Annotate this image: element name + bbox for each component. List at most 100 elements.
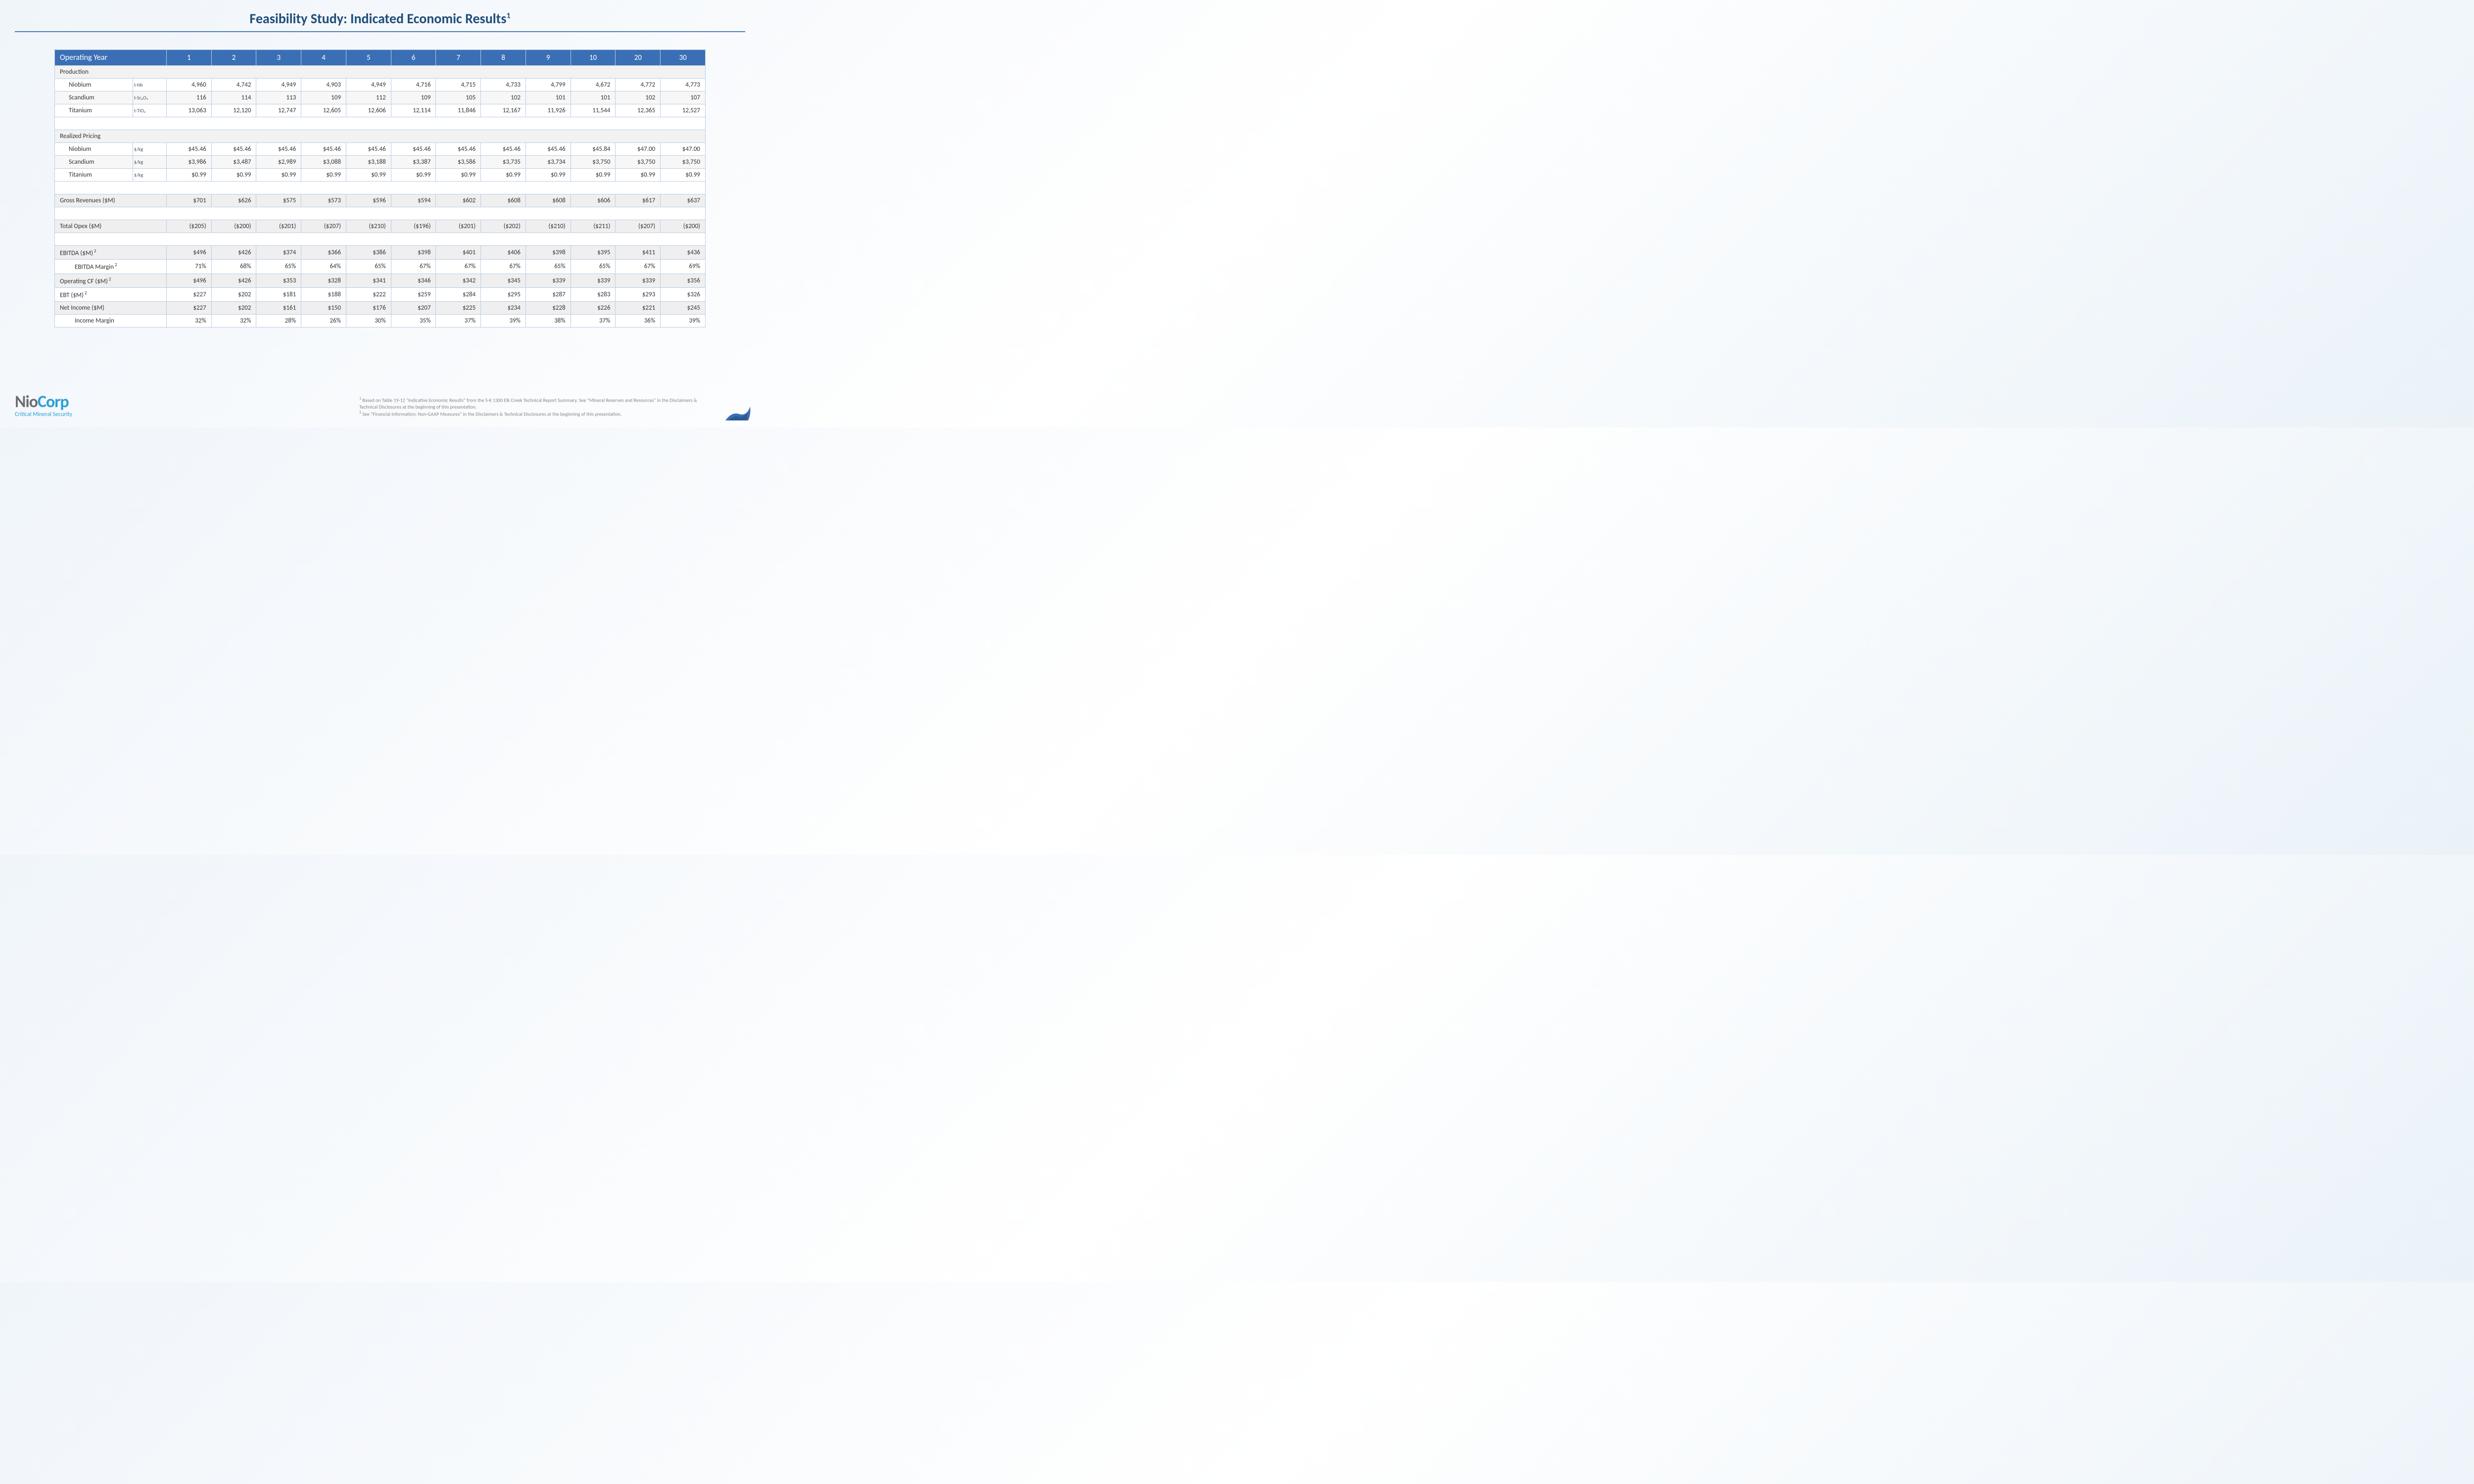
row-unit: $/kg xyxy=(133,156,166,169)
cell-value: 105 xyxy=(436,92,481,104)
cell-value: $181 xyxy=(256,287,301,301)
cell-value: $326 xyxy=(661,287,706,301)
section-row: Production xyxy=(55,66,706,79)
cell-value: $339 xyxy=(571,274,616,287)
year-header: 2 xyxy=(211,50,256,66)
row-label: EBT ($M) 2 xyxy=(55,287,167,301)
cell-value: $341 xyxy=(346,274,391,287)
cell-value: $225 xyxy=(436,302,481,315)
cell-value: $342 xyxy=(436,274,481,287)
cell-value: $401 xyxy=(436,246,481,260)
cell-value: $406 xyxy=(481,246,526,260)
cell-value: 32% xyxy=(166,315,211,327)
cell-value: $356 xyxy=(661,274,706,287)
cell-value: $227 xyxy=(166,302,211,315)
cell-value: $287 xyxy=(525,287,571,301)
row-label: Operating CF ($M) 2 xyxy=(55,274,167,287)
cell-value: $608 xyxy=(525,194,571,207)
economics-table-wrap: Operating Year123456789102030 Production… xyxy=(54,49,706,327)
cell-value: $0.99 xyxy=(301,169,346,182)
year-header: 9 xyxy=(525,50,571,66)
cell-value: $426 xyxy=(211,274,256,287)
cell-value: $328 xyxy=(301,274,346,287)
cell-value: 12,527 xyxy=(661,104,706,117)
cell-value: ($202) xyxy=(481,220,526,233)
cell-value: $0.99 xyxy=(571,169,616,182)
cell-value: 35% xyxy=(391,315,436,327)
table-row: Titanium$/kg$0.99$0.99$0.99$0.99$0.99$0.… xyxy=(55,169,706,182)
cell-value: $339 xyxy=(525,274,571,287)
cell-value: 12,167 xyxy=(481,104,526,117)
cell-value: $353 xyxy=(256,274,301,287)
cell-value: $606 xyxy=(571,194,616,207)
cell-value: $386 xyxy=(346,246,391,260)
row-unit: t-TiO₂ xyxy=(133,104,166,117)
cell-value: 12,114 xyxy=(391,104,436,117)
table-body: ProductionNiobiumt-Nb4,9604,7424,9494,90… xyxy=(55,66,706,327)
cell-value: $0.99 xyxy=(256,169,301,182)
row-label: Net Income ($M) xyxy=(55,302,167,315)
cell-value: 67% xyxy=(391,260,436,274)
title-rule xyxy=(15,31,745,32)
cell-value: $3,750 xyxy=(571,156,616,169)
cell-value: 116 xyxy=(166,92,211,104)
table-row: Income Margin32%32%28%26%30%35%37%39%38%… xyxy=(55,315,706,327)
cell-value: $3,188 xyxy=(346,156,391,169)
cell-value: $3,734 xyxy=(525,156,571,169)
cell-value: 113 xyxy=(256,92,301,104)
row-label: Income Margin xyxy=(55,315,167,327)
cell-value: 114 xyxy=(211,92,256,104)
cell-value: $45.46 xyxy=(391,143,436,156)
cell-value: $0.99 xyxy=(346,169,391,182)
cell-value: 13,063 xyxy=(166,104,211,117)
row-unit: t-Sc₂O₃ xyxy=(133,92,166,104)
cell-value: $346 xyxy=(391,274,436,287)
row-unit: $/kg xyxy=(133,143,166,156)
cell-value: $227 xyxy=(166,287,211,301)
logo-part1: Nio xyxy=(15,392,38,412)
cell-value: ($210) xyxy=(525,220,571,233)
cell-value: 71% xyxy=(166,260,211,274)
table-row: Scandiumt-Sc₂O₃1161141131091121091051021… xyxy=(55,92,706,104)
section-label: Production xyxy=(55,66,706,79)
cell-value: 37% xyxy=(571,315,616,327)
cell-value: $426 xyxy=(211,246,256,260)
cell-value: 12,747 xyxy=(256,104,301,117)
cell-value: $3,387 xyxy=(391,156,436,169)
page-number-badge: 46 xyxy=(724,402,751,421)
year-header: 5 xyxy=(346,50,391,66)
cell-value: $0.99 xyxy=(481,169,526,182)
cell-value: 39% xyxy=(481,315,526,327)
table-row: EBT ($M) 2$227$202$181$188$222$259$284$2… xyxy=(55,287,706,301)
cell-value: $283 xyxy=(571,287,616,301)
cell-value: 28% xyxy=(256,315,301,327)
year-header: 4 xyxy=(301,50,346,66)
cell-value: $3,487 xyxy=(211,156,256,169)
section-row: Realized Pricing xyxy=(55,130,706,143)
row-label: EBITDA Margin 2 xyxy=(55,260,167,274)
cell-value: $202 xyxy=(211,302,256,315)
cell-value: $45.46 xyxy=(436,143,481,156)
row-unit: $/kg xyxy=(133,169,166,182)
cell-value: $45.46 xyxy=(525,143,571,156)
footer: NioCorp Critical Mineral Security 1 Base… xyxy=(15,394,745,417)
cell-value: $339 xyxy=(616,274,661,287)
cell-value: 36% xyxy=(616,315,661,327)
cell-value: 65% xyxy=(525,260,571,274)
cell-value: 109 xyxy=(301,92,346,104)
year-header: 20 xyxy=(616,50,661,66)
table-row: Net Income ($M)$227$202$161$150$176$207$… xyxy=(55,302,706,315)
cell-value: $0.99 xyxy=(436,169,481,182)
cell-value: $45.46 xyxy=(256,143,301,156)
cell-value: 67% xyxy=(616,260,661,274)
section-label: Realized Pricing xyxy=(55,130,706,143)
cell-value: $161 xyxy=(256,302,301,315)
cell-value: 101 xyxy=(525,92,571,104)
cell-value: 39% xyxy=(661,315,706,327)
cell-value: 4,742 xyxy=(211,79,256,92)
cell-value: 11,846 xyxy=(436,104,481,117)
year-header: 10 xyxy=(571,50,616,66)
cell-value: 12,606 xyxy=(346,104,391,117)
cell-value: 109 xyxy=(391,92,436,104)
cell-value: $701 xyxy=(166,194,211,207)
